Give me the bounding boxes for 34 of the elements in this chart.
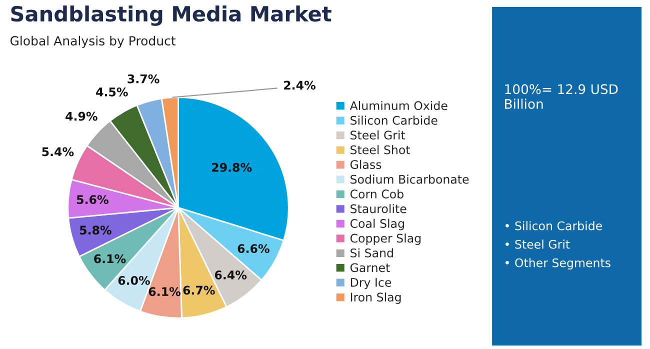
legend-label: Dry Ice xyxy=(350,278,392,290)
legend-label: Copper Slag xyxy=(350,234,421,245)
data-label: 6.1% xyxy=(148,287,181,296)
legend-label: Glass xyxy=(350,160,382,170)
text: 100%= 12.9 USD Billion xyxy=(505,84,618,109)
data-label: 5.8% xyxy=(80,226,112,235)
data-label: 4.9% xyxy=(66,112,98,121)
data-label: 6.6% xyxy=(238,244,270,254)
data-label: 3.7% xyxy=(128,74,160,84)
data-label: 6.0% xyxy=(118,276,150,285)
legend-label: Steel Shot xyxy=(350,145,410,154)
legend-label: Garnet xyxy=(350,263,390,272)
chart-title: Sandblasting Media Market xyxy=(11,6,332,26)
text: • Silicon Carbide xyxy=(506,221,602,230)
data-label: 4.5% xyxy=(96,88,128,96)
legend-label: Steel Grit xyxy=(350,130,406,140)
data-label: 29.8% xyxy=(212,162,252,172)
chart-subtitle: Global Analysis by Product xyxy=(10,36,176,48)
legend-label: Staurolite xyxy=(350,204,406,214)
data-label: 6.4% xyxy=(214,270,247,280)
data-label: 6.1% xyxy=(94,254,126,264)
legend-label: Silicon Carbide xyxy=(350,116,438,125)
legend-label: Iron Slag xyxy=(350,292,401,304)
legend-label: Si Sand xyxy=(350,248,393,258)
data-label: 2.4% xyxy=(284,80,316,90)
legend-label: Aluminum Oxide xyxy=(350,100,448,110)
data-label: 5.6% xyxy=(76,195,108,204)
text: • Other Segments xyxy=(506,258,610,270)
data-label: 5.4% xyxy=(42,147,74,156)
legend-label: Corn Cob xyxy=(350,189,404,198)
legend-label: Sodium Bicarbonate xyxy=(350,174,469,184)
text: • Steel Grit xyxy=(506,240,570,249)
data-label: 6.7% xyxy=(183,286,215,295)
legend-label: Coal Slag xyxy=(350,218,404,230)
